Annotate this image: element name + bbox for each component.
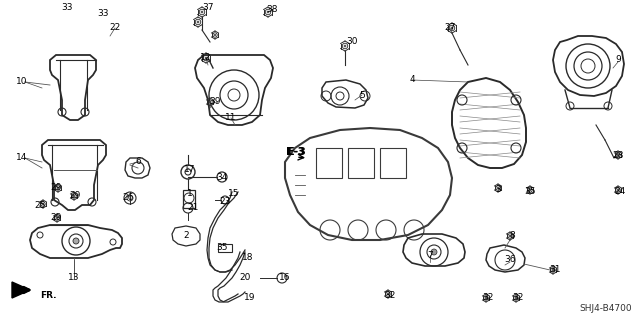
Text: 2: 2 (183, 231, 189, 240)
Text: 15: 15 (228, 189, 240, 198)
Circle shape (57, 187, 59, 189)
Text: 11: 11 (225, 114, 237, 122)
Text: FR.: FR. (40, 292, 56, 300)
Circle shape (431, 249, 437, 255)
Text: 32: 32 (384, 291, 396, 300)
Circle shape (529, 189, 531, 191)
Text: 29: 29 (51, 183, 61, 192)
Text: 39: 39 (209, 98, 221, 107)
Text: 38: 38 (266, 5, 278, 14)
Text: 31: 31 (549, 265, 561, 275)
Text: 32: 32 (483, 293, 493, 302)
Text: 23: 23 (220, 197, 230, 206)
Bar (218, 244, 232, 252)
Circle shape (209, 101, 211, 103)
Text: 9: 9 (615, 56, 621, 64)
Text: E-3: E-3 (286, 147, 306, 157)
Bar (183, 190, 195, 208)
Bar (316, 148, 342, 178)
Circle shape (515, 297, 517, 299)
Circle shape (42, 203, 44, 205)
Text: 28: 28 (612, 151, 624, 160)
Text: 1: 1 (187, 189, 193, 197)
Text: 4: 4 (409, 76, 415, 85)
Text: 7: 7 (427, 250, 433, 259)
Circle shape (617, 189, 619, 191)
Text: 32: 32 (512, 293, 524, 302)
Text: 26: 26 (122, 194, 134, 203)
Circle shape (56, 217, 58, 219)
Text: 30: 30 (346, 38, 358, 47)
Circle shape (509, 235, 511, 237)
Text: 17: 17 (184, 166, 196, 174)
Text: 21: 21 (188, 204, 198, 212)
Circle shape (205, 57, 207, 59)
Text: 14: 14 (16, 153, 28, 162)
Circle shape (344, 45, 346, 47)
Text: 37: 37 (202, 4, 214, 12)
Text: 33: 33 (97, 10, 109, 19)
Text: 13: 13 (68, 273, 80, 283)
Text: 3: 3 (495, 186, 501, 195)
Text: 5: 5 (359, 91, 365, 100)
Circle shape (73, 195, 75, 197)
Text: 25: 25 (35, 201, 45, 210)
Text: 27: 27 (444, 24, 456, 33)
Bar (380, 148, 406, 178)
Text: E-3: E-3 (287, 147, 305, 157)
Bar (348, 148, 374, 178)
Circle shape (201, 11, 203, 13)
Text: 33: 33 (61, 4, 73, 12)
Text: 29: 29 (69, 190, 81, 199)
Text: 6: 6 (135, 158, 141, 167)
Text: 10: 10 (16, 78, 28, 86)
Circle shape (73, 238, 79, 244)
Text: SHJ4-B4700: SHJ4-B4700 (579, 304, 632, 313)
Text: 8: 8 (509, 231, 515, 240)
Circle shape (617, 154, 619, 156)
Text: 16: 16 (279, 273, 291, 283)
Text: 24: 24 (614, 188, 626, 197)
Text: 18: 18 (243, 254, 253, 263)
Text: 22: 22 (109, 24, 120, 33)
Text: 12: 12 (200, 54, 212, 63)
Circle shape (451, 27, 453, 29)
Text: 20: 20 (239, 273, 251, 283)
Text: 35: 35 (216, 243, 228, 253)
Circle shape (387, 293, 389, 295)
Circle shape (197, 21, 199, 23)
Circle shape (485, 297, 487, 299)
Text: 29: 29 (51, 213, 61, 222)
Text: 36: 36 (504, 256, 516, 264)
Text: 34: 34 (216, 174, 228, 182)
Circle shape (214, 34, 216, 36)
Text: 35: 35 (524, 188, 536, 197)
Circle shape (267, 11, 269, 13)
Circle shape (497, 187, 499, 189)
Text: 19: 19 (244, 293, 256, 302)
Polygon shape (12, 282, 30, 298)
Circle shape (552, 269, 554, 271)
